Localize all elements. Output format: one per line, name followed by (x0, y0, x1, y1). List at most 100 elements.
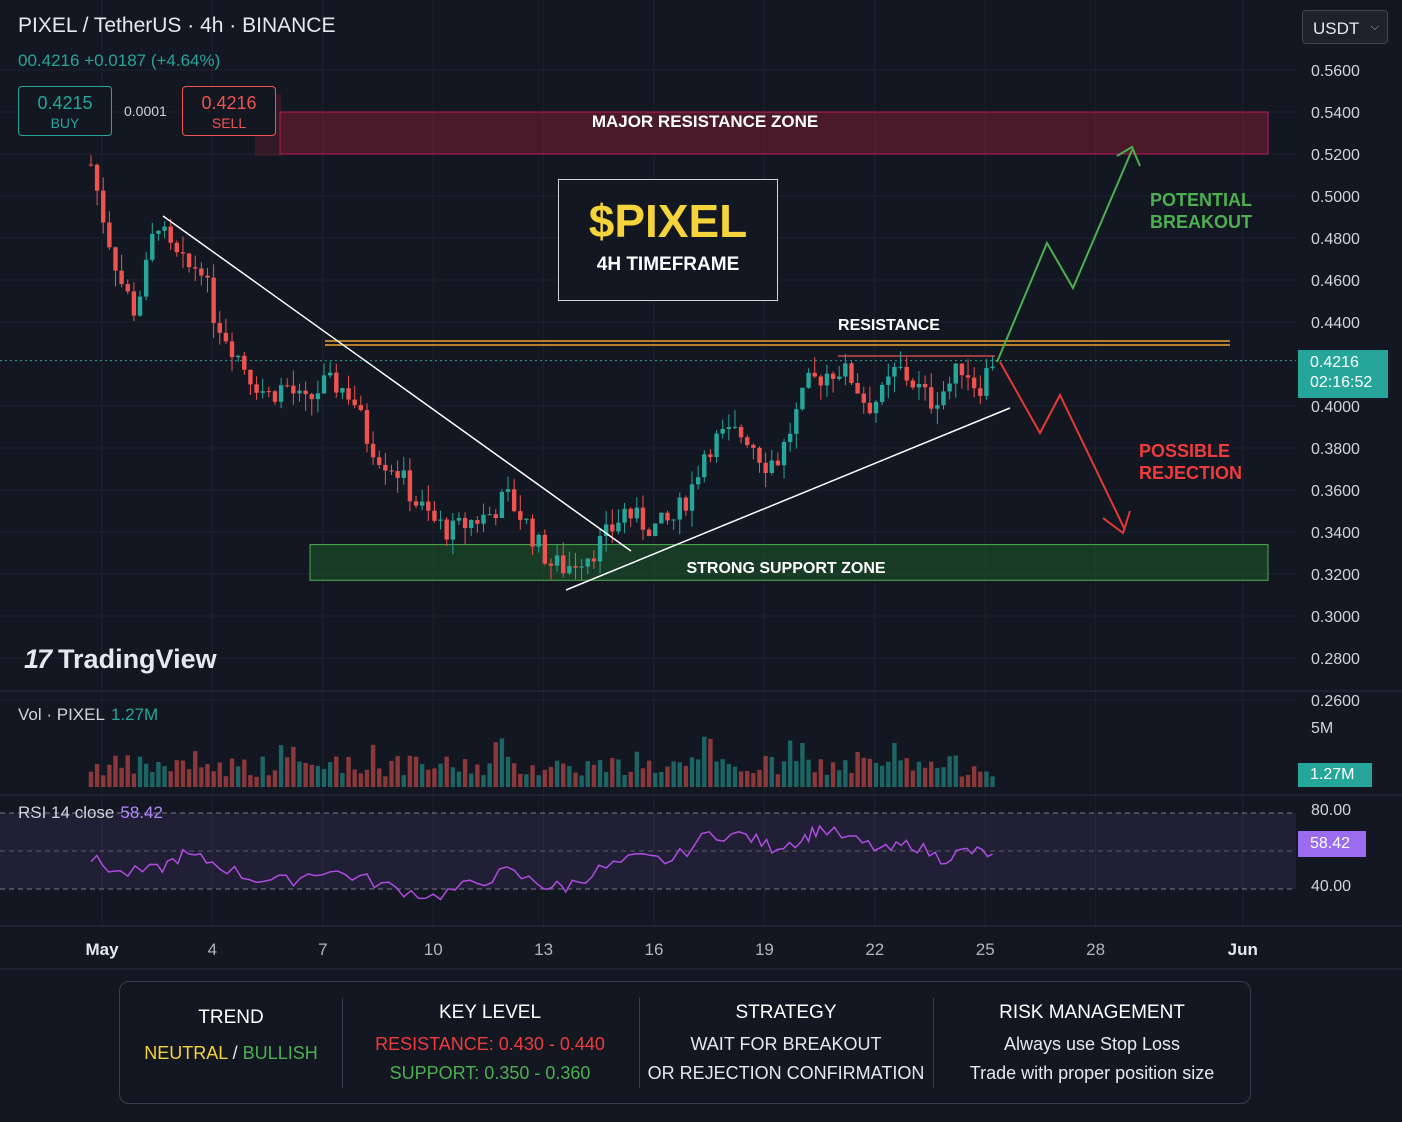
volume-bar (334, 756, 339, 787)
candle-body (291, 385, 296, 394)
volume-bar (916, 761, 922, 787)
volume-bar (211, 771, 216, 787)
volume-bar (640, 768, 646, 787)
symbol-title[interactable]: PIXEL / TetherUS · 4h · BINANCE (18, 14, 336, 37)
currency-select[interactable]: USDT ⌵ (1302, 10, 1388, 44)
volume-bar (266, 775, 272, 787)
volume-bar (107, 764, 112, 787)
candle-body (511, 489, 517, 512)
volume-bar (879, 765, 885, 787)
volume-bar (88, 771, 94, 787)
candle-body (321, 375, 327, 394)
volume-bar (450, 767, 456, 787)
currency-value: USDT (1313, 19, 1360, 38)
breakout-arrowhead (1116, 145, 1141, 167)
volume-bar (953, 755, 958, 787)
candle-body (297, 390, 302, 394)
strong-support-label: STRONG SUPPORT ZONE (686, 560, 885, 577)
candle-body (518, 511, 523, 520)
volume-bar (419, 764, 425, 787)
volume-legend[interactable]: Vol · PIXEL 1.27M (18, 705, 158, 725)
candle-body (738, 426, 744, 438)
downtrend-line (162, 215, 632, 552)
candle-body (254, 384, 259, 393)
candle-body (143, 259, 149, 297)
candle-body (395, 471, 400, 478)
volume-bar (260, 756, 265, 787)
ticker-title: $PIXEL (588, 195, 748, 247)
candle-body (775, 460, 781, 466)
summary-divider (342, 998, 343, 1088)
candle-body (567, 566, 572, 574)
buy-button[interactable]: 0.4215 BUY (18, 86, 112, 136)
candle-body (389, 470, 394, 472)
volume-bar (401, 775, 406, 787)
date-axis-tick: 22 (865, 940, 884, 959)
volume-bar (867, 758, 873, 787)
candle-body (959, 363, 965, 376)
rsi-legend[interactable]: RSI 14 close 58.42 (18, 803, 163, 823)
strategy-column: STRATEGY WAIT FOR BREAKOUT OR REJECTION … (639, 982, 933, 1103)
candle-body (806, 372, 811, 388)
volume-bar (254, 776, 259, 787)
volume-bar (481, 774, 486, 787)
candle-body (137, 296, 143, 316)
key-level-heading: KEY LEVEL (438, 1002, 542, 1023)
candle-body (309, 394, 314, 400)
volume-bar (389, 760, 394, 787)
volume-bar (745, 770, 750, 787)
volume-bar (346, 757, 351, 787)
volume-bar (751, 773, 756, 787)
price-axis-tick: 0.5600 (1311, 63, 1360, 80)
date-axis-tick: 25 (976, 940, 995, 959)
candle-body (659, 512, 664, 524)
candle-body (469, 520, 474, 529)
volume-bar (370, 744, 376, 787)
candle-body (579, 566, 584, 568)
volume-bar (922, 767, 928, 787)
candle-body (548, 563, 554, 566)
sell-button[interactable]: 0.4216 SELL (182, 86, 276, 136)
volume-bar (965, 774, 971, 787)
trend-bullish: BULLISH (242, 1043, 318, 1063)
volume-bar (413, 756, 419, 787)
candle-body (622, 508, 627, 523)
candle-body (879, 384, 885, 402)
volume-bar (806, 759, 811, 787)
candle-body (101, 190, 106, 223)
tradingview-logo-text: TradingView (58, 644, 217, 674)
volume-bar (714, 761, 719, 787)
volume-bar (732, 766, 738, 787)
price-axis-tick: 0.3800 (1311, 441, 1360, 458)
price-chart[interactable]: MAJOR RESISTANCE ZONE STRONG SUPPORT ZONE… (0, 0, 1402, 975)
volume-bar (990, 776, 995, 787)
candle-body (193, 267, 198, 269)
volume-bar (873, 762, 879, 787)
volume-bar (315, 765, 321, 787)
tradingview-logo: 17 TradingView (24, 644, 217, 675)
candle-body (935, 405, 940, 409)
volume-bar (432, 768, 437, 787)
candle-body (94, 164, 100, 191)
candle-body (487, 514, 492, 516)
volume-bar (708, 738, 713, 787)
candle-body (419, 501, 425, 506)
volume-bar (285, 757, 290, 787)
candle-body (824, 373, 830, 386)
date-axis-tick: May (85, 940, 119, 959)
timeframe-label: 4H TIMEFRAME (596, 254, 740, 275)
candle-body (616, 522, 621, 532)
volume-bar (205, 764, 210, 787)
tradingview-logo-icon: 17 (24, 644, 52, 674)
volume-legend-value: 1.27M (110, 705, 159, 724)
key-level-support: SUPPORT: 0.350 - 0.360 (389, 1063, 591, 1083)
candle-body (812, 372, 817, 377)
volume-bar (567, 766, 572, 787)
volume-bar (830, 762, 836, 787)
risk-line-2: Trade with proper position size (969, 1063, 1215, 1083)
candle-body (837, 376, 842, 379)
candle-body (800, 387, 805, 410)
price-axis-tick: 0.5000 (1311, 189, 1360, 206)
candle-body (757, 447, 762, 463)
summary-divider (639, 998, 640, 1088)
